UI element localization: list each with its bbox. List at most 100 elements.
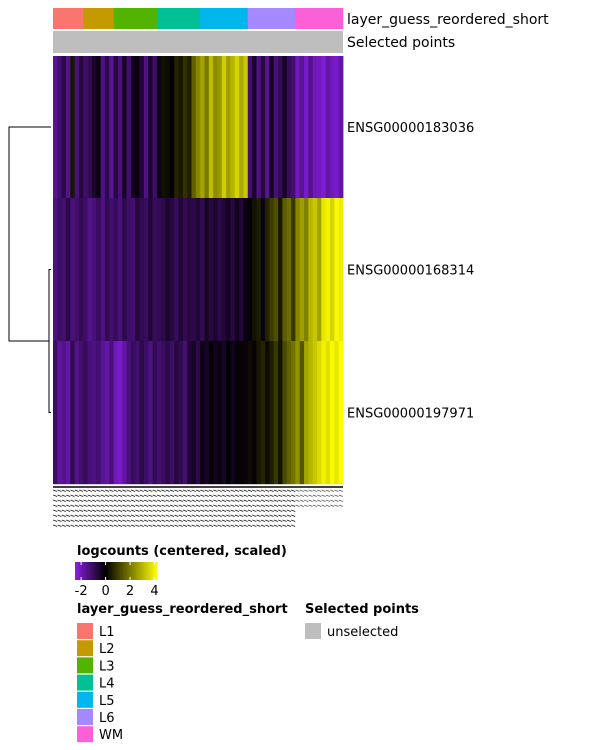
color-scale-step [135,562,137,580]
heatmap-cell [217,341,223,485]
heatmap-cell [104,198,110,342]
column-label-glyph [53,504,58,507]
column-label-glyph [291,514,296,517]
color-scale-step [85,562,88,580]
column-label-glyph [104,509,110,512]
heatmap-cell [260,198,266,342]
heatmap-cell [213,341,218,485]
column-label-glyph [252,509,257,512]
heatmap-cell [78,56,84,199]
column-label-glyph [126,504,131,507]
heatmap-cell [200,56,205,199]
column-label-glyph [178,499,183,502]
column-label-glyph [109,489,114,492]
column-label-glyph [130,499,136,502]
column-label-glyph [117,489,123,492]
column-label-glyph [126,509,131,512]
column-label-glyph [217,494,222,497]
column-label-glyph [87,494,92,497]
column-label-glyph [109,504,114,507]
column-label-glyph [100,494,105,497]
heatmap-cell [317,56,322,199]
column-label-glyph [74,499,79,502]
column-label-glyph [269,509,274,512]
legend-swatch-unselected [305,623,321,639]
column-label-glyph [178,524,183,527]
heatmap-cell [152,341,158,485]
heatmap-cell [234,56,240,199]
column-label-glyph [96,489,101,492]
legend-label-l1: L1 [99,625,115,640]
column-label-glyph [269,514,274,517]
column-label-glyph [70,494,75,497]
heatmap-cell [195,341,201,485]
heatmap-cell [200,198,205,342]
column-label-glyph [200,494,205,497]
column-label-glyph [304,499,309,502]
heatmap-cell [273,341,279,485]
column-label-glyph [191,499,196,502]
heatmap-cell [122,56,127,199]
column-label-glyph [226,509,231,512]
heatmap-cell [330,341,335,485]
column-label-glyph [109,524,114,527]
column-label-glyph [195,504,201,507]
color-scale-step [81,562,84,580]
heatmap-cell [87,341,93,485]
column-label-glyph [213,489,218,492]
column-label-glyph [117,524,123,527]
color-scale-step [155,562,158,580]
column-label-glyph [195,519,201,522]
heatmap-cell [169,56,175,199]
heatmap-cell [221,56,227,199]
color-scale-step [96,562,99,580]
heatmap-cell [286,56,292,199]
heatmap-cell [304,341,309,485]
column-label-glyph [256,524,261,527]
column-label-glyph [148,524,153,527]
column-label-glyph [174,514,179,517]
heatmap-cell [226,56,231,199]
column-label-glyph [87,509,92,512]
column-label-glyph [66,524,71,527]
heatmap-cell [334,56,340,199]
column-label-glyph [126,514,131,517]
column-label-glyph [113,514,118,517]
column-label-glyph [178,519,183,522]
column-label-glyph [174,489,179,492]
row-dendrogram [8,126,51,413]
column-label-glyph [165,509,170,512]
column-label-glyph [230,489,235,492]
column-label-glyph [338,499,343,502]
column-label-glyph [53,509,58,512]
column-label-glyph [61,494,66,497]
column-label-glyph [117,504,123,507]
column-label-glyph [221,524,227,527]
column-label-glyph [273,504,279,507]
column-label-glyph [135,509,140,512]
heatmap-cell [187,56,192,199]
column-label-glyph [191,509,196,512]
column-label-glyph [273,514,279,517]
column-label-glyph [148,489,153,492]
column-label-glyph [126,494,131,497]
annotation-segment-l4 [156,8,201,29]
heatmap-cell [165,341,171,485]
column-label-glyph [195,499,201,502]
heatmap-cell [269,341,275,485]
column-label-glyph [191,489,196,492]
column-label-glyph [195,514,201,517]
column-label-glyph [156,524,162,527]
column-label-glyph [126,499,131,502]
column-label-glyph [243,524,248,527]
column-label-glyph [234,509,240,512]
column-label-glyph [204,524,209,527]
layer-legend: L1 L2 L3 L4 L5 L6 WM [77,623,123,743]
column-label-glyph [70,524,75,527]
column-label-glyph [135,499,140,502]
heatmap-cell [113,198,119,342]
column-label-glyph [178,514,183,517]
heatmap-cell [239,198,244,342]
column-label-glyph [96,514,101,517]
column-label-glyph [187,514,192,517]
